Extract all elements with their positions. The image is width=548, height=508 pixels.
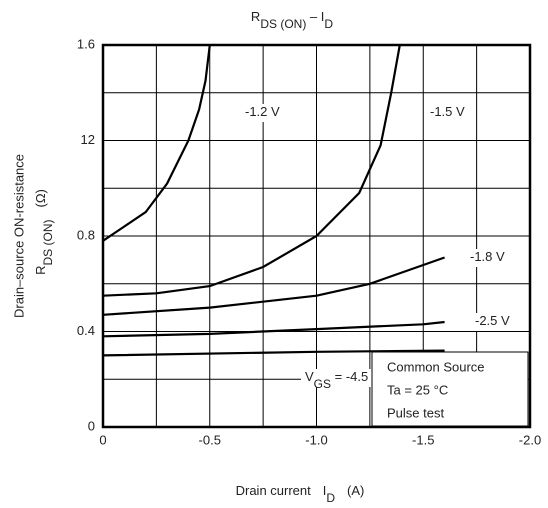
y-axis-label-part: (Ω) (33, 189, 48, 207)
chart-title-part: R (251, 9, 260, 24)
y-axis-label-part: DS (ON) (41, 220, 55, 266)
y-axis-label: RDS (ON) (Ω) (33, 189, 55, 275)
x-axis-label-part: D (326, 491, 335, 505)
series-line (102, 44, 211, 242)
series-label-part: -1.8 V (470, 249, 505, 264)
series-label: -2.5 V (475, 313, 510, 328)
x-axis-label-part: I (323, 483, 327, 498)
series-label-part: = -4.5 V (331, 369, 381, 384)
series-label-part: -1.5 V (430, 104, 465, 119)
series-label-part: GS (314, 377, 331, 391)
y-tick-label: 1.6 (77, 36, 95, 51)
label-bg (426, 104, 470, 122)
x-axis-label-part: Drain current (236, 483, 312, 498)
series-label: -1.2 V (245, 104, 280, 119)
x-tick-label: -2.0 (519, 432, 541, 447)
label-bg (301, 369, 385, 387)
y-axis-label: Drain–source ON-resistance (11, 154, 26, 318)
x-tick-label: -1.5 (412, 432, 434, 447)
chart-title-part: – I (306, 9, 324, 24)
label-bg (471, 313, 515, 331)
series-line (102, 349, 445, 357)
series-label: -1.8 V (470, 249, 505, 264)
x-tick-label: 0 (99, 432, 106, 447)
y-tick-label: 0.4 (77, 323, 95, 338)
x-tick-label: -0.5 (199, 432, 221, 447)
y-axis-label-part: R (33, 266, 48, 275)
series-line (102, 44, 401, 297)
x-axis-label: Drain current ID (A) (236, 483, 365, 505)
series-label-part: -1.2 V (245, 104, 280, 119)
label-bg (466, 249, 510, 267)
x-axis-label-part: (A) (347, 483, 364, 498)
note-text: Pulse test (387, 405, 444, 420)
series-label: -1.5 V (430, 104, 465, 119)
note-box (371, 351, 529, 427)
label-bg (241, 104, 285, 122)
x-tick-label: -1.0 (305, 432, 327, 447)
series-label-part: V (305, 369, 314, 384)
note-text: Ta = 25 °C (387, 382, 448, 397)
y-tick-label: 12 (81, 132, 95, 147)
chart-title: RDS (ON) – ID (251, 9, 333, 31)
y-tick-label: 0.8 (77, 227, 95, 242)
chart-title-part: D (324, 17, 333, 31)
chart-title-part: DS (ON) (260, 17, 306, 31)
series-line (102, 320, 445, 338)
series-label: VGS = -4.5 V (305, 369, 381, 391)
series-line (102, 256, 445, 316)
series-label-part: -2.5 V (475, 313, 510, 328)
plot-frame (101, 43, 532, 429)
y-tick-label: 0 (88, 418, 95, 433)
note-text: Common Source (387, 359, 485, 374)
